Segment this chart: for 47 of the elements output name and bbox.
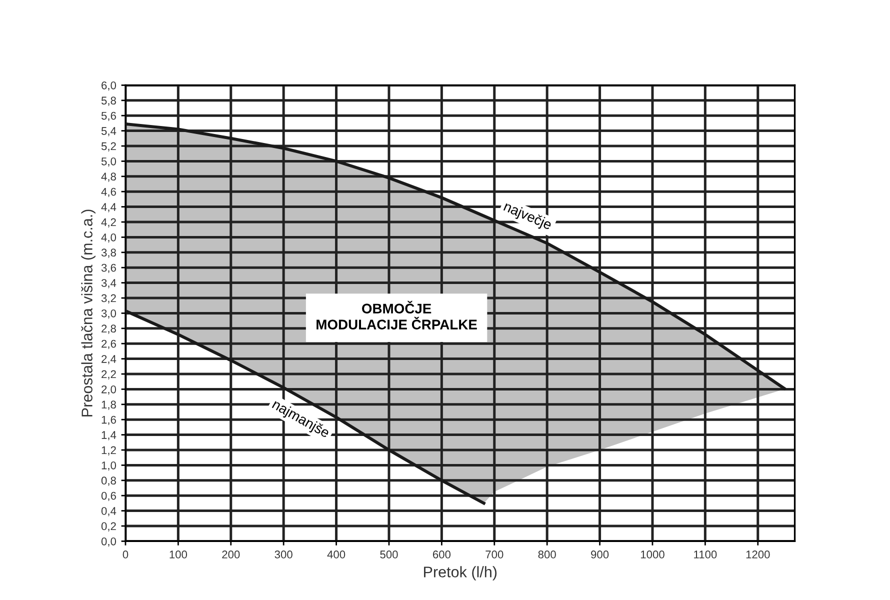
x-tick-label: 700 — [486, 550, 504, 558]
y-tick-label: 1,8 — [102, 400, 116, 410]
y-tick-label: 4,0 — [101, 233, 116, 243]
x-tick-label: 500 — [380, 550, 398, 558]
x-tick-label: 200 — [222, 550, 240, 558]
y-tick-label: 1,4 — [102, 431, 116, 440]
x-tick-label: 1200 — [746, 550, 770, 558]
y-tick-label: 5,0 — [101, 157, 116, 167]
y-tick-label: 2,2 — [102, 370, 116, 380]
y-tick-label: 4,8 — [101, 172, 116, 182]
y-tick-label: 6,0 — [102, 81, 116, 91]
y-tick-label: 0,2 — [101, 522, 116, 532]
y-tick-label: 0,8 — [101, 476, 116, 486]
y-tick-label: 1,6 — [102, 416, 116, 426]
y-tick-label: 4,6 — [101, 188, 116, 198]
x-tick-label: 100 — [170, 550, 188, 558]
annotation: OBMOČJE MODULACIJE ČRPALKE — [316, 300, 477, 330]
y-tick-label: 3,8 — [101, 248, 116, 258]
y-tick-label: 5,4 — [101, 127, 116, 136]
y-tick-label: 3,4 — [101, 279, 116, 288]
y-tick-label: 2,0 — [102, 385, 116, 395]
y-tick-label: 2,4 — [102, 355, 116, 364]
y-tick-label: 3,0 — [101, 309, 116, 319]
x-tick-label: 600 — [432, 550, 451, 558]
y-tick-label: 3,6 — [101, 264, 116, 274]
y-tick-label: 5,6 — [101, 112, 116, 122]
y-tick-label: 5,8 — [101, 96, 116, 106]
x-tick-label: 0 — [122, 550, 128, 558]
y-tick-label: 2,6 — [102, 340, 116, 350]
y-tick-label: 2,8 — [102, 324, 116, 334]
x-tick-label: 800 — [538, 550, 556, 558]
x-tick-label: 900 — [591, 550, 609, 558]
x-tick-label: 1100 — [694, 550, 717, 558]
y-tick-label: 1,2 — [102, 446, 116, 456]
y-tick-label: 0,6 — [101, 492, 116, 502]
x-tick-label: 400 — [327, 550, 346, 558]
y-tick-label: 3,2 — [101, 294, 116, 304]
y-tick-label: 4,4 — [101, 203, 116, 212]
y-tick-label: 0,0 — [101, 537, 116, 547]
y-tick-label: 5,2 — [101, 142, 116, 152]
y-tick-label: 0,4 — [101, 507, 116, 516]
x-tick-label: 1000 — [640, 550, 664, 558]
y-axis-title: Preostala tlačna višina (m.c.a.) — [81, 210, 96, 416]
x-axis-title: Pretok (l/h) — [424, 566, 497, 580]
y-tick-label: 4,2 — [101, 218, 116, 228]
x-tick-label: 300 — [274, 550, 292, 558]
y-tick-label: 1,0 — [102, 461, 116, 471]
